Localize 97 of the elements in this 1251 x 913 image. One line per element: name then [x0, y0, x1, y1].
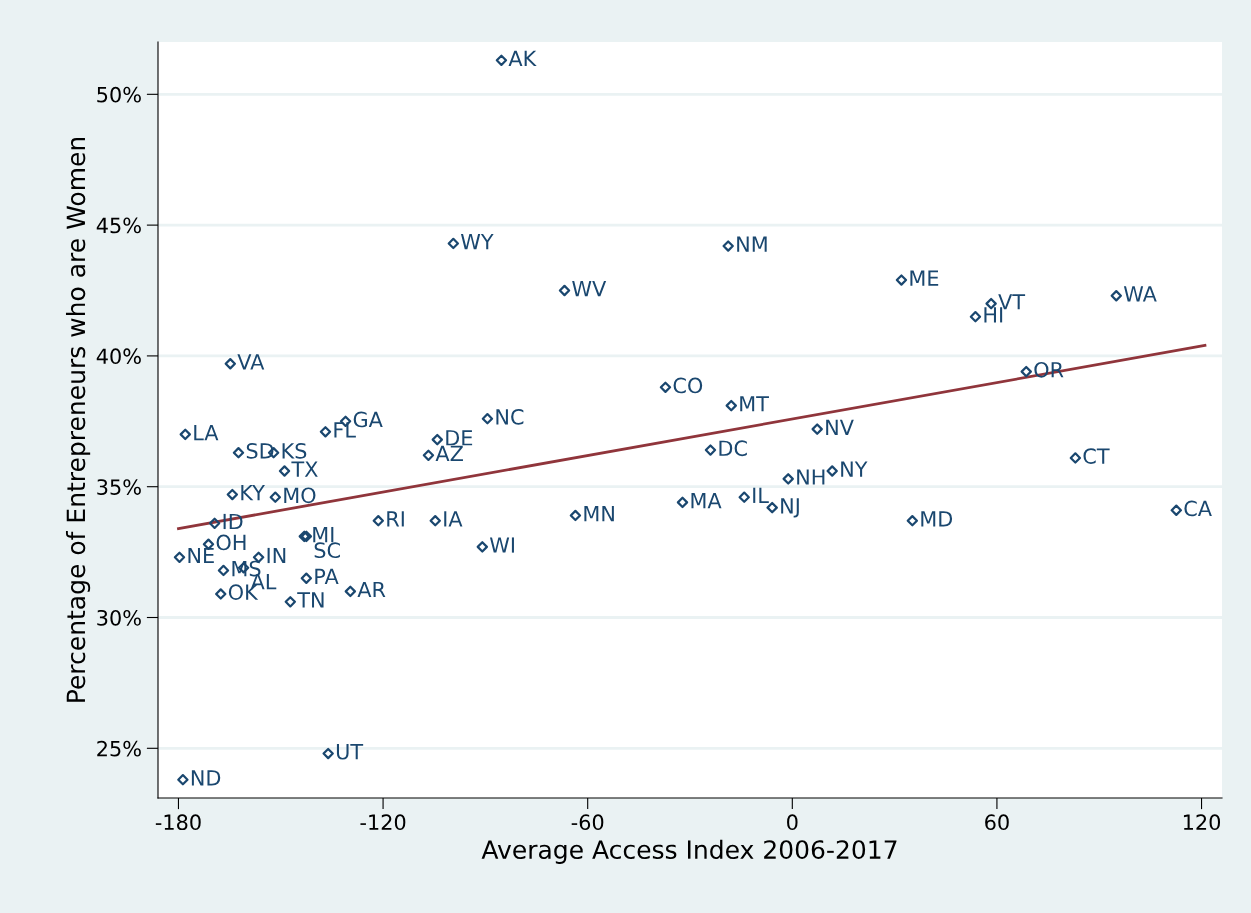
point: [284, 596, 297, 608]
series-label: WA: [1123, 286, 1157, 302]
point: [173, 551, 186, 564]
series-label: LA: [194, 424, 219, 441]
point: [1110, 290, 1122, 302]
series-label: NY: [841, 461, 868, 477]
point: [569, 509, 582, 522]
series-label: MA: [691, 492, 722, 509]
point: [322, 747, 334, 760]
series-label: MI: [313, 526, 334, 543]
series-label: NJ: [781, 498, 799, 518]
series-label: CT: [1083, 448, 1110, 464]
point: [300, 572, 313, 584]
point: [447, 237, 460, 250]
point: [224, 358, 237, 370]
point: [422, 449, 435, 462]
y-tick-label: 50%: [97, 86, 141, 103]
x-tick-label: -180: [155, 814, 201, 831]
x-tick-label: -60: [571, 814, 604, 831]
series-label: VA: [237, 354, 265, 370]
series-label: IN: [267, 547, 286, 564]
series-label: WV: [572, 281, 607, 297]
series-label: ME: [910, 270, 939, 286]
point: [704, 444, 717, 456]
point: [215, 588, 227, 600]
y-tick-label: 40%: [96, 348, 141, 365]
point: [738, 491, 750, 503]
point: [906, 515, 919, 527]
point: [659, 381, 672, 394]
x-axis-title: Average Access Index 2006-2017: [481, 839, 897, 864]
series-label: NC: [496, 408, 524, 425]
series-label: NE: [188, 547, 214, 564]
x-tick-label: 60: [985, 814, 1009, 831]
y-axis-title: Percentage of Entrepreneurs who are Women: [65, 137, 91, 702]
point: [676, 496, 689, 509]
y-tick-label: 30%: [97, 609, 141, 626]
point: [826, 465, 838, 477]
point: [476, 541, 489, 553]
point: [969, 310, 982, 323]
point: [226, 488, 239, 501]
series-label: ND: [191, 770, 221, 786]
point: [1020, 365, 1032, 378]
point: [558, 284, 571, 297]
series-label: MT: [740, 396, 769, 412]
series-label: AK: [508, 50, 537, 67]
series-label: PA: [315, 568, 339, 585]
series-label: IL: [753, 487, 769, 503]
series-label: MN: [584, 506, 614, 522]
point: [1170, 504, 1183, 516]
series-label: TX: [291, 461, 318, 477]
series-label: UT: [336, 744, 364, 760]
series-label: IA: [444, 511, 463, 527]
point: [278, 465, 291, 477]
series-label: CA: [1184, 500, 1212, 517]
x-tick-label: 120: [1183, 814, 1221, 831]
y-tick-label: 25%: [97, 740, 141, 757]
series-label: DC: [719, 440, 747, 457]
series-label: DE: [446, 430, 473, 446]
point: [179, 428, 191, 441]
point: [344, 585, 357, 598]
point: [232, 446, 245, 459]
point: [208, 517, 221, 530]
x-tick-label: -120: [360, 814, 406, 831]
series-label: KY: [241, 485, 265, 501]
point: [1069, 452, 1082, 464]
series-label: MO: [284, 487, 316, 504]
series-label: NH: [797, 469, 825, 485]
series-label: RI: [387, 511, 404, 527]
series-label: NM: [737, 236, 767, 252]
point: [895, 274, 908, 286]
point: [766, 501, 778, 514]
series-label: AR: [357, 581, 386, 598]
y-tick-label: 45%: [96, 217, 141, 234]
series-label: TN: [297, 592, 324, 608]
series-label: AZ: [435, 445, 463, 462]
point: [722, 240, 734, 252]
series-label: SC: [314, 542, 340, 559]
point: [269, 491, 282, 503]
point: [217, 564, 230, 577]
point: [495, 54, 508, 67]
point: [372, 515, 385, 527]
point: [782, 473, 794, 485]
point: [811, 423, 823, 435]
point: [725, 399, 737, 412]
x-tick-label: 0: [787, 814, 798, 831]
series-label: WY: [460, 233, 494, 250]
series-label: WI: [489, 537, 514, 553]
series-label: CO: [673, 377, 703, 394]
series-label: MD: [921, 511, 953, 527]
point: [481, 412, 494, 425]
y-tick-label: 35%: [97, 479, 141, 495]
point: [177, 773, 189, 786]
series-label: KS: [282, 442, 307, 459]
point: [319, 426, 332, 438]
point: [429, 515, 441, 527]
series-label: OH: [216, 534, 246, 551]
series-label: NV: [826, 419, 854, 435]
